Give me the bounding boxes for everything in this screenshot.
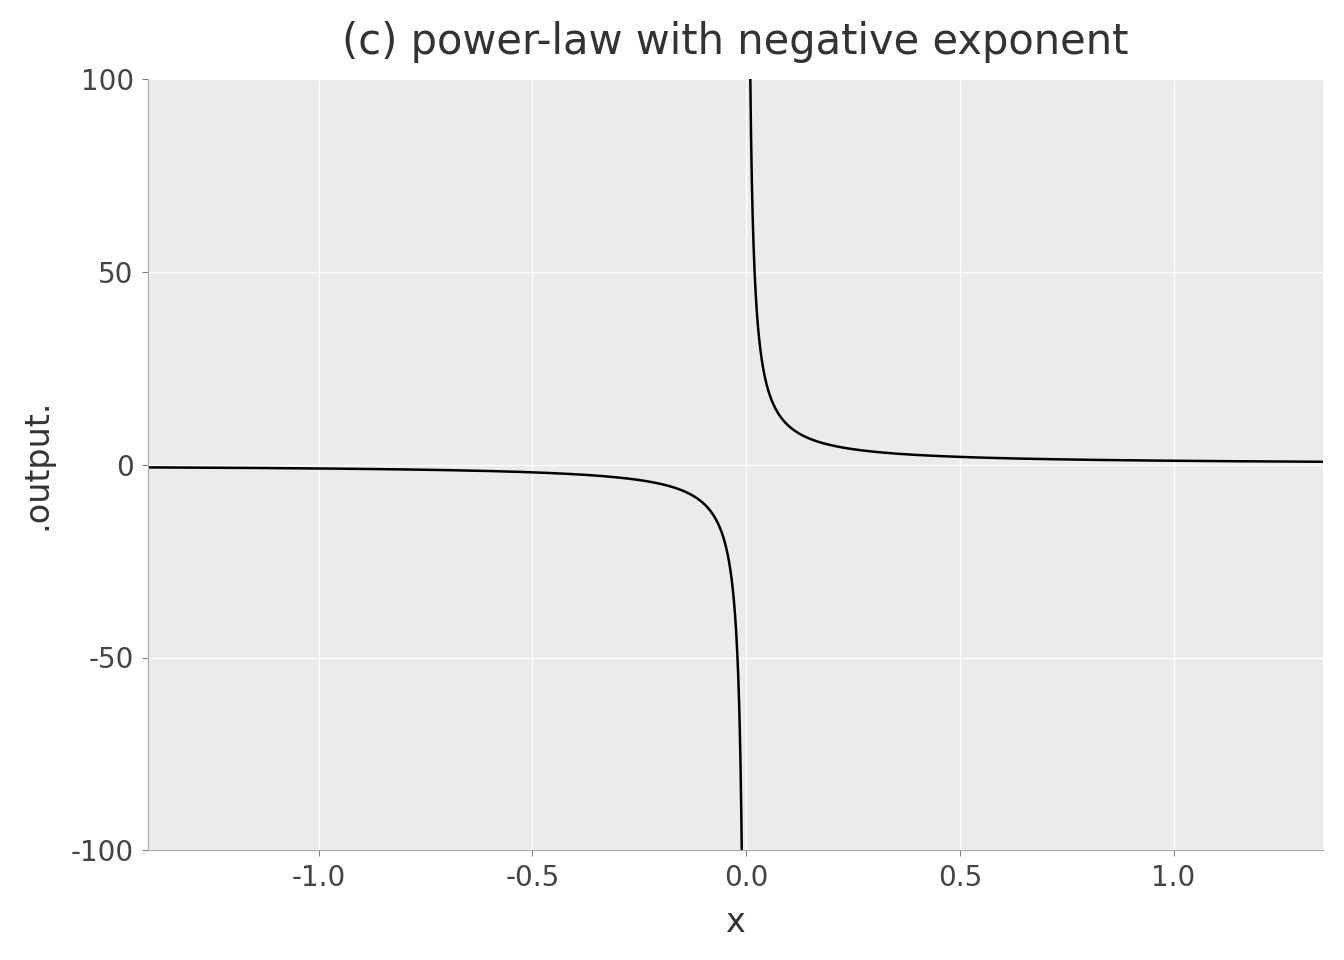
X-axis label: x: x	[726, 906, 745, 939]
Title: (c) power-law with negative exponent: (c) power-law with negative exponent	[343, 21, 1129, 62]
Y-axis label: .output.: .output.	[22, 398, 54, 530]
